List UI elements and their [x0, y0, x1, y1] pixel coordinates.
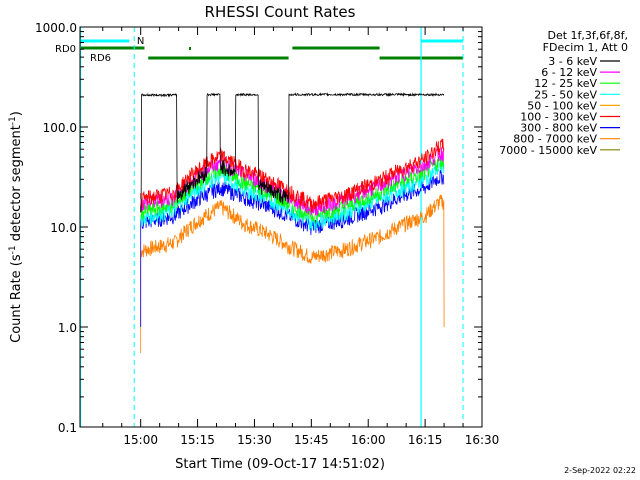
series-line	[140, 169, 445, 327]
series-line	[140, 155, 445, 224]
y-tick-label: 10.0	[50, 221, 77, 235]
y-axis-label-mid: detector segment	[9, 125, 24, 245]
flag-label-rd6: RD6	[90, 53, 111, 64]
flag-label-n: N	[137, 36, 144, 47]
legend-entry-label: 300 - 800 keV	[520, 122, 597, 135]
x-tick-label: 16:15	[408, 433, 443, 447]
legend-header-2: FDecim 1, Att 0	[543, 41, 628, 54]
timestamp: 2-Sep-2022 02:22	[564, 466, 636, 475]
x-tick-label: 16:30	[465, 433, 500, 447]
y-axis: 0.1 1.0 10.0 100.0 1000.0	[35, 21, 482, 435]
y-tick-label: 1.0	[58, 321, 77, 335]
legend-entry-label: 12 - 25 keV	[534, 77, 597, 90]
flag-label-rd0: RD0	[55, 44, 76, 55]
y-axis-label-sup: -1	[8, 245, 18, 254]
series-line	[140, 92, 445, 213]
flag-bars: N RD0 RD6	[55, 36, 464, 64]
legend-entry-label: 25 - 50 keV	[534, 88, 597, 101]
y-axis-label-main: Count Rate (s	[9, 254, 24, 343]
x-axis-label: Start Time (09-Oct-17 14:51:02)	[175, 457, 385, 472]
y-tick-label: 100.0	[43, 121, 77, 135]
legend-entry-label: 800 - 7000 keV	[513, 133, 597, 146]
y-axis-label-end: )	[9, 111, 24, 116]
series-group	[140, 92, 445, 353]
x-tick-label: 15:45	[294, 433, 329, 447]
series-line	[140, 138, 445, 213]
legend-header-1: Det 1f,3f,6f,8f,	[547, 29, 628, 42]
y-tick-label: 0.1	[58, 421, 77, 435]
legend: Det 1f,3f,6f,8f, FDecim 1, Att 0 3 - 6 k…	[499, 29, 628, 157]
y-tick-label: 1000.0	[35, 21, 77, 35]
x-axis: 15:00 15:15 15:30 15:45 16:00 16:15 16:30	[102, 27, 500, 447]
x-tick-label: 15:00	[123, 433, 158, 447]
legend-entry-label: 50 - 100 keV	[527, 99, 597, 112]
legend-entry-label: 6 - 12 keV	[541, 66, 597, 79]
x-tick-label: 15:30	[237, 433, 272, 447]
x-tick-label: 16:00	[351, 433, 386, 447]
legend-entry-label: 7000 - 15000 keV	[499, 144, 597, 157]
flag-dot	[188, 47, 191, 50]
series-line	[140, 194, 445, 353]
legend-entry-label: 3 - 6 keV	[548, 55, 597, 68]
x-tick-label: 15:15	[180, 433, 215, 447]
y-axis-label-sup2: -1	[8, 116, 18, 125]
legend-entry-label: 100 - 300 keV	[520, 111, 597, 124]
chart-title: RHESSI Count Rates	[205, 3, 356, 21]
y-axis-label: Count Rate (s-1 detector segment-1)	[8, 111, 24, 343]
